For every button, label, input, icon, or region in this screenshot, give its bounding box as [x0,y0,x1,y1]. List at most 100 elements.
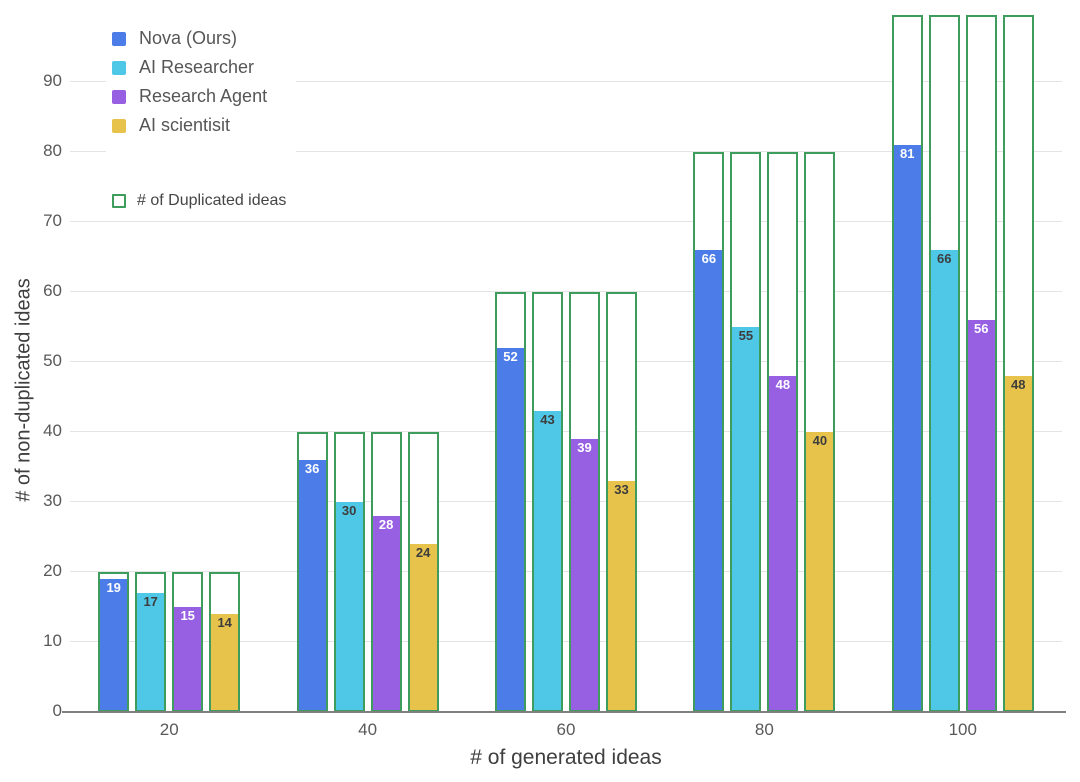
bar-value-label: 14 [217,615,232,630]
gridline-30 [70,501,1062,502]
bar-slot-100-series3: 48 [1002,15,1034,712]
bar-slot-100-series0: 81 [891,15,923,712]
gridline-70 [70,221,1062,222]
bar-slot-40-series0: 36 [296,15,328,712]
bar-fill-20-series2: 15 [174,607,202,710]
bar-group-100: 81 66 56 48 [864,15,1062,712]
bar-slot-20-series3: 14 [209,15,241,712]
bar-slot-80-series3: 40 [804,15,836,712]
bar-fill-80-series1: 55 [732,327,760,710]
bar-fill-80-series3: 40 [806,432,834,710]
gridline-80 [70,151,1062,152]
bar-fill-60-series1: 43 [533,411,561,710]
bar-value-label: 28 [378,517,394,532]
bar-value-label: 17 [143,594,158,609]
bar-fill-100-series2: 56 [967,320,995,710]
bar-value-label: 81 [900,146,915,161]
bar-slot-20-series1: 17 [135,15,167,712]
bar-value-label: 36 [304,461,320,476]
bar-fill-20-series1: 17 [137,593,165,710]
bar-group-20: 19 17 15 14 [70,15,268,712]
x-axis-title: # of generated ideas [470,746,662,769]
bar-slot-20-series0: 19 [98,15,130,712]
bar-group-60: 52 43 39 33 [467,15,665,712]
bar-slot-20-series2: 15 [172,15,204,712]
x-tick-label-100: 100 [948,720,977,739]
gridline-60 [70,291,1062,292]
y-tick-label-30: 30 [43,491,62,510]
bar-fill-60-series0: 52 [496,348,524,710]
bar-value-label: 15 [180,608,195,623]
legend-swatch-ai-scientist-icon [112,118,126,133]
gridline-40 [70,431,1062,432]
bar-slot-60-series0: 52 [494,15,526,712]
legend-item-ai-researcher: AI Researcher [112,53,286,82]
bar-group-80: 66 55 48 40 [665,15,863,712]
legend-item-research-agent: Research Agent [112,82,286,111]
y-tick-label-40: 40 [43,421,62,440]
bar-fill-100-series3: 48 [1004,376,1032,710]
x-tick-label-60: 60 [556,720,576,739]
bar-value-label: 48 [1011,377,1026,392]
legend-label-research-agent: Research Agent [139,86,268,106]
bar-value-label: 66 [701,251,717,266]
y-tick-label-80: 80 [43,141,62,160]
x-axis-line [62,711,1066,713]
bar-value-label: 66 [937,251,952,266]
bar-value-label: 48 [775,377,791,392]
legend: Nova (Ours) AI Researcher Research Agent… [106,20,297,217]
bar-fill-40-series1: 30 [335,502,363,710]
bar-slot-100-series1: 66 [928,15,960,712]
legend-item-ai-scientist: AI scientisit [112,111,286,140]
y-tick-label-20: 20 [43,561,62,580]
bar-slot-60-series3: 33 [605,15,637,712]
y-tick-label-90: 90 [43,71,62,90]
legend-label-nova: Nova (Ours) [139,28,238,48]
gridline-20 [70,571,1062,572]
bar-slot-60-series1: 43 [531,15,563,712]
bar-value-label: 39 [577,440,592,455]
bar-slot-80-series1: 55 [730,15,762,712]
gridline-90 [70,81,1062,82]
legend-item-duplicated-ideas: # of Duplicated ideas [112,189,286,213]
bar-value-label: 33 [614,482,629,497]
legend-item-nova: Nova (Ours) [112,24,286,53]
bar-fill-20-series0: 19 [100,579,128,710]
plot-area: 0 10 20 30 40 50 60 70 80 90 19 17 15 14 36 30 28 24 52 43… [43,15,1066,720]
bar-value-label: 19 [106,580,121,595]
gridline-50 [70,361,1062,362]
legend-label-ai-scientist: AI scientisit [139,115,231,135]
bar-groups: 19 17 15 14 36 30 28 24 52 43 39 33 66 55 48 40 81 66 56 48 [70,15,1062,712]
legend-swatch-nova-icon [112,31,126,46]
legend-swatch-research-agent-icon [112,89,126,104]
legend-spacer [112,140,286,189]
bar-fill-100-series1: 66 [930,250,958,710]
gridline-10 [70,641,1062,642]
y-axis-title-text: # of non-duplicated ideas [12,278,35,502]
bar-fill-60-series3: 33 [607,481,635,710]
bar-slot-60-series2: 39 [568,15,600,712]
bar-value-label: 52 [503,349,518,364]
legend-swatch-duplicated-ideas-icon [112,194,126,208]
bar-value-label: 43 [540,412,555,427]
y-tick-label-0: 0 [52,701,62,720]
bar-value-label: 55 [738,328,754,343]
bar-slot-80-series2: 48 [767,15,799,712]
x-tick-label-80: 80 [754,720,774,739]
bar-fill-40-series0: 36 [298,460,326,710]
y-tick-label-10: 10 [43,631,62,650]
bar-fill-100-series0: 81 [893,145,921,710]
bar-slot-40-series3: 24 [407,15,439,712]
x-axis-ticks: 20 40 60 80 100 [70,720,1062,740]
bar-slot-100-series2: 56 [965,15,997,712]
legend-label-duplicated-ideas: # of Duplicated ideas [137,192,287,209]
bar-fill-20-series3: 14 [211,614,239,710]
y-tick-label-70: 70 [43,211,62,230]
legend-swatch-ai-researcher-icon [112,60,126,75]
bar-value-label: 24 [415,545,431,560]
bar-slot-40-series1: 30 [333,15,365,712]
legend-label-ai-researcher: AI Researcher [139,57,255,77]
bar-slot-40-series2: 28 [370,15,402,712]
bar-fill-80-series2: 48 [769,376,797,710]
